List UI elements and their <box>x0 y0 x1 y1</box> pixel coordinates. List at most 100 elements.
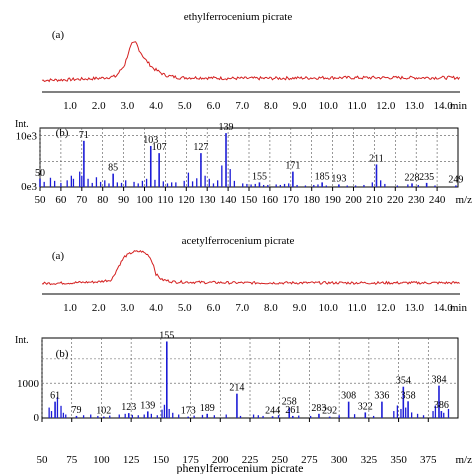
time-tick-label: 6.0 <box>207 100 221 112</box>
time-tick-label: 7.0 <box>235 100 249 112</box>
mz-unit-label: m/z <box>456 454 473 466</box>
bottom-caption: phenylferrocenium picrate <box>177 461 304 474</box>
peak-label: 193 <box>331 173 346 184</box>
peak-label: 155 <box>159 330 174 341</box>
panel-label: (b) <box>56 127 69 139</box>
chromatogram-trace <box>41 249 460 286</box>
peak-label: 292 <box>322 406 337 417</box>
panel-2: 50 60 70 80 90 100 110 120 130 140 150 160 170 180 190… <box>15 119 472 206</box>
peak-label: 354 <box>396 376 411 387</box>
peak-label: 336 <box>374 391 389 402</box>
time-tick-label: 14.0 <box>433 100 453 112</box>
mz-tick-label: 60 <box>55 194 67 206</box>
peak-label: 261 <box>285 405 300 416</box>
peak-label: 107 <box>152 142 167 153</box>
mz-tick-label: 150 <box>241 194 258 206</box>
mz-tick-label: 170 <box>283 194 300 206</box>
mz-tick-label: 350 <box>390 454 407 466</box>
mz-tick-label: 70 <box>76 194 88 206</box>
mz-tick-label: 100 <box>93 454 110 466</box>
peak-label: 214 <box>229 383 244 394</box>
time-tick-label: 6.0 <box>207 302 221 314</box>
time-unit-label: min <box>450 100 468 112</box>
peak-label: 189 <box>200 403 215 414</box>
mz-tick-label: 300 <box>331 454 348 466</box>
peak-label: 102 <box>96 406 111 417</box>
peak-label: 171 <box>285 161 300 172</box>
peak-label: 386 <box>434 400 449 411</box>
time-tick-label: 4.0 <box>149 100 163 112</box>
peak-label: 185 <box>315 171 330 182</box>
peak-label: 211 <box>369 153 384 164</box>
time-tick-label: 13.0 <box>405 302 425 314</box>
peak-label: 61 <box>50 391 60 402</box>
time-tick-label: 1.0 <box>63 100 77 112</box>
chromatogram-trace <box>41 41 461 83</box>
time-tick-label: 10.0 <box>319 100 339 112</box>
mz-tick-label: 190 <box>324 194 341 206</box>
mz-unit-label: m/z <box>456 194 473 206</box>
time-tick-label: 10.0 <box>319 302 339 314</box>
mz-tick-label: 100 <box>136 194 153 206</box>
time-tick-label: 9.0 <box>293 302 307 314</box>
y-tick-label: 0 <box>34 412 40 424</box>
panel-1: ethylferrocenium picrate (a) 1.0 2.0 3.0 4.0 5… <box>41 11 468 112</box>
chromatogram-title: ethylferrocenium picrate <box>184 11 293 23</box>
mz-tick-label: 250 <box>271 454 288 466</box>
time-unit-label: min <box>450 302 468 314</box>
figure-panels: ethylferrocenium picrate (a) 1.0 2.0 3.0 4.0 5… <box>15 11 472 466</box>
peak-label: 71 <box>79 130 89 141</box>
mz-tick-label: 150 <box>153 454 170 466</box>
peak-label: 155 <box>252 171 267 182</box>
time-tick-label: 13.0 <box>405 100 425 112</box>
mz-tick-label: 180 <box>303 194 320 206</box>
peak-label: 384 <box>431 375 446 386</box>
mz-tick-label: 110 <box>157 194 174 206</box>
peak-label: 228 <box>405 172 420 183</box>
mz-tick-label: 275 <box>301 454 318 466</box>
time-tick-label: 12.0 <box>376 100 396 112</box>
time-tick-label: 1.0 <box>63 302 77 314</box>
peak-label: 249 <box>448 174 463 185</box>
mz-tick-label: 140 <box>220 194 237 206</box>
peak-label: 258 <box>282 397 297 408</box>
time-tick-label: 7.0 <box>235 302 249 314</box>
y-axis-label: Int. <box>15 335 29 346</box>
panel-4: 50 75 100 125 150 175 200 225 250 275 300 325 350 375… <box>15 330 472 466</box>
mz-tick-label: 80 <box>97 194 109 206</box>
y-tick-label: 10e3 <box>16 131 38 143</box>
time-tick-label: 11.0 <box>348 100 367 112</box>
peak-label: 308 <box>341 391 356 402</box>
peak-label: 173 <box>181 406 196 417</box>
peak-label: 139 <box>140 400 155 411</box>
peak-label: 283 <box>311 403 326 414</box>
time-tick-label: 11.0 <box>348 302 367 314</box>
mz-tick-label: 220 <box>387 194 404 206</box>
chromatogram-title: acetylferrocenium picrate <box>182 235 295 247</box>
time-tick-label: 3.0 <box>121 302 135 314</box>
mz-tick-label: 50 <box>35 194 47 206</box>
mz-tick-label: 240 <box>429 194 446 206</box>
peak-label: 322 <box>358 401 373 412</box>
peak-label: 123 <box>121 402 136 413</box>
mz-tick-label: 50 <box>37 454 49 466</box>
peak-label: 79 <box>71 405 81 416</box>
mz-tick-label: 375 <box>420 454 437 466</box>
peak-label: 103 <box>143 135 158 146</box>
peak-label: 139 <box>219 122 234 133</box>
mz-tick-label: 130 <box>199 194 216 206</box>
time-tick-label: 5.0 <box>178 302 192 314</box>
mz-tick-label: 90 <box>118 194 130 206</box>
time-tick-label: 14.0 <box>433 302 453 314</box>
y-axis-label: Int. <box>15 119 29 130</box>
panel-label: (b) <box>56 348 69 360</box>
mz-tick-label: 225 <box>242 454 259 466</box>
y-tick-label: 0e3 <box>21 181 37 193</box>
time-tick-label: 2.0 <box>92 302 106 314</box>
panel-label: (a) <box>52 250 65 262</box>
mz-tick-label: 120 <box>178 194 195 206</box>
peak-label: 85 <box>108 163 118 174</box>
time-tick-label: 8.0 <box>264 302 278 314</box>
peak-label: 244 <box>265 405 280 416</box>
mz-tick-label: 200 <box>345 194 362 206</box>
